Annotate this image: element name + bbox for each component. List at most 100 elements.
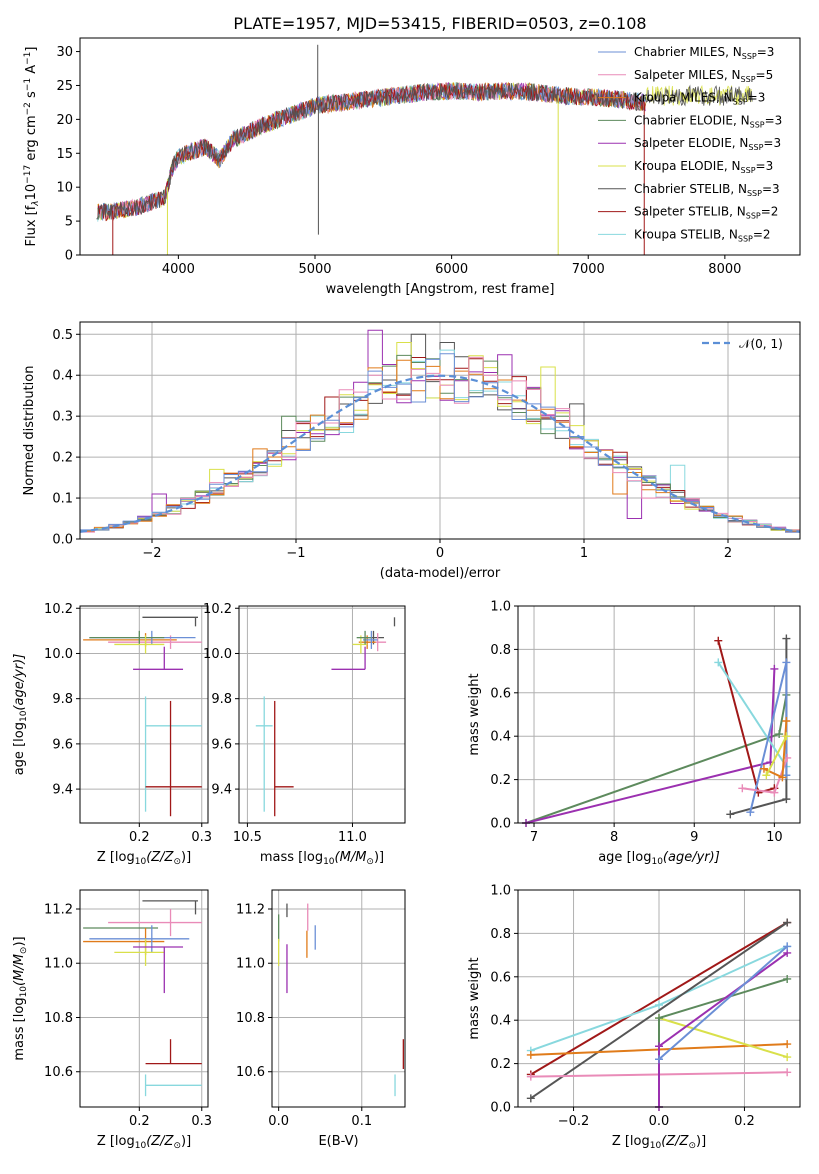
y-tick-label: 9.8	[52, 692, 73, 707]
y-axis-label: mass weight	[467, 957, 482, 1039]
y-tick-label: 10.8	[236, 1011, 265, 1026]
y-tick-label: 0.3	[52, 410, 73, 425]
weight-series	[765, 735, 788, 776]
y-tick-label: 0.2	[52, 451, 73, 466]
x-axis-label-part: )]	[181, 1134, 191, 1149]
y-tick-label: 9.6	[211, 737, 232, 752]
y-tick-label: 0.6	[490, 970, 511, 985]
y-tick-label: 0.2	[490, 773, 511, 788]
x-axis-label: wavelength [Angstrom, rest frame]	[326, 282, 555, 297]
weight-marker	[526, 1072, 535, 1081]
weight-series	[525, 694, 788, 823]
weight-marker	[782, 658, 791, 667]
weight-marker	[783, 974, 792, 983]
y-tick-label: 11.0	[44, 957, 73, 972]
y-tick-label: 0.0	[52, 533, 73, 548]
x-tick-label: 0.2	[129, 1114, 150, 1129]
y-axis-label-part: 10	[24, 184, 39, 201]
legend-label-part: =3	[757, 45, 775, 59]
legend-label-part: SSP	[750, 120, 765, 129]
y-axis-label-part: −1	[23, 78, 33, 91]
legend-label-part: Salpeter STELIB, N	[634, 205, 746, 219]
axes-frame	[79, 321, 801, 540]
legend-label: Salpeter STELIB, NSSP=2	[634, 205, 778, 221]
legend-label-part: SSP	[742, 52, 757, 61]
y-tick-label: 30	[56, 45, 73, 60]
weight-marker	[783, 942, 792, 951]
x-tick-label: 2	[724, 546, 732, 561]
y-axis-label: age [log10(age/yr)]	[12, 654, 29, 776]
x-tick-label: 0	[436, 546, 444, 561]
x-axis-label: (data-model)/error	[380, 566, 501, 581]
y-tick-label: 10.0	[203, 647, 232, 662]
x-axis-label-part: )]	[374, 850, 384, 865]
weight-marker	[778, 773, 787, 782]
weight-marker	[770, 788, 779, 797]
legend-label-part: =3	[763, 136, 781, 150]
x-axis-label-part: age [log	[598, 850, 651, 865]
y-tick-label: 10.2	[203, 602, 232, 617]
y-axis-label-part: 10	[19, 710, 29, 722]
weight-marker	[714, 636, 723, 645]
chart-title: PLATE=1957, MJD=53415, FIBERID=0503, z=0…	[233, 14, 646, 33]
y-tick-label: 1.0	[490, 600, 511, 615]
x-axis-label-part: )]	[181, 850, 191, 865]
weight-marker	[759, 764, 768, 773]
y-tick-label: 11.2	[44, 902, 73, 917]
x-axis-label-part: (Z/Z	[661, 1134, 689, 1149]
y-axis-label: mass [log10(M/M⊙)]	[12, 936, 29, 1060]
weight-marker	[655, 1055, 663, 1064]
axes-frame	[517, 605, 801, 824]
weight-marker	[783, 1040, 792, 1049]
mass-vs-ebv-panel: 0.0 0.1 10.6 10.8 11.0 11.2 E(B-V)	[236, 889, 406, 1149]
x-axis-label-part: 10	[651, 857, 663, 867]
weight-marker	[714, 658, 723, 667]
y-tick-label: 0.8	[490, 927, 511, 942]
legend-label-part: =3	[762, 182, 780, 196]
x-axis-label-part: mass [log	[260, 850, 323, 865]
x-tick-label: 0.0	[268, 1114, 289, 1129]
y-tick-label: 1.0	[490, 884, 511, 899]
legend-label-part: =2	[753, 227, 771, 241]
x-axis-label-part: (Z/Z	[146, 850, 174, 865]
weight-marker	[783, 918, 792, 927]
y-tick-label: 10.6	[236, 1065, 265, 1080]
legend-label-part: Kroupa MILES, N	[634, 91, 733, 105]
legend-label-part: SSP	[747, 189, 762, 198]
weight-marker	[775, 730, 784, 739]
x-tick-label: 0.3	[191, 830, 212, 845]
y-tick-label: 0.0	[490, 817, 511, 832]
y-axis-label-part: erg cm	[24, 115, 39, 164]
x-axis-label: Z [log10(Z/Z⊙)]	[97, 1134, 191, 1151]
weight-series	[658, 1017, 788, 1059]
weight-marker	[782, 717, 791, 726]
y-tick-label: 10.6	[44, 1065, 73, 1080]
axes-frame	[79, 889, 209, 1108]
legend-label: Chabrier ELODIE, NSSP=3	[634, 113, 782, 129]
x-axis-label-part: (M/M	[335, 850, 367, 865]
x-axis-label-part: ⊙	[173, 857, 181, 867]
x-tick-label: 7000	[572, 262, 605, 277]
x-tick-label: 10.5	[233, 830, 262, 845]
axes-frame	[238, 605, 406, 824]
x-axis-label-part: (Z/Z	[146, 1134, 174, 1149]
x-tick-label: 11.0	[338, 830, 367, 845]
y-axis-label-part: (M/M	[12, 954, 27, 986]
x-tick-label: −1	[286, 546, 305, 561]
normal-curve	[79, 374, 801, 533]
x-axis-label: Z [log10(Z/Z⊙)]	[612, 1134, 706, 1151]
y-axis-label-part: −1	[23, 52, 33, 65]
legend-label: Salpeter MILES, NSSP=5	[634, 68, 773, 84]
age-vs-mass-panel: 10.5 11.0 9.4 9.6 9.8 10.0 10.2 mass [log10(M/M…	[203, 602, 406, 867]
weight-marker	[655, 1001, 663, 1010]
legend-label-part: SSP	[748, 143, 763, 152]
x-axis-label-part: ⊙	[688, 1141, 696, 1151]
legend-label-part: SSP	[741, 75, 756, 84]
weight-marker	[526, 1094, 535, 1103]
y-tick-label: 10.2	[44, 602, 73, 617]
weight-series	[717, 661, 788, 768]
y-tick-label: 0.0	[490, 1101, 511, 1116]
legend-label: 𝒩(0, 1)	[739, 337, 783, 351]
legend-label-part: =2	[761, 205, 779, 219]
